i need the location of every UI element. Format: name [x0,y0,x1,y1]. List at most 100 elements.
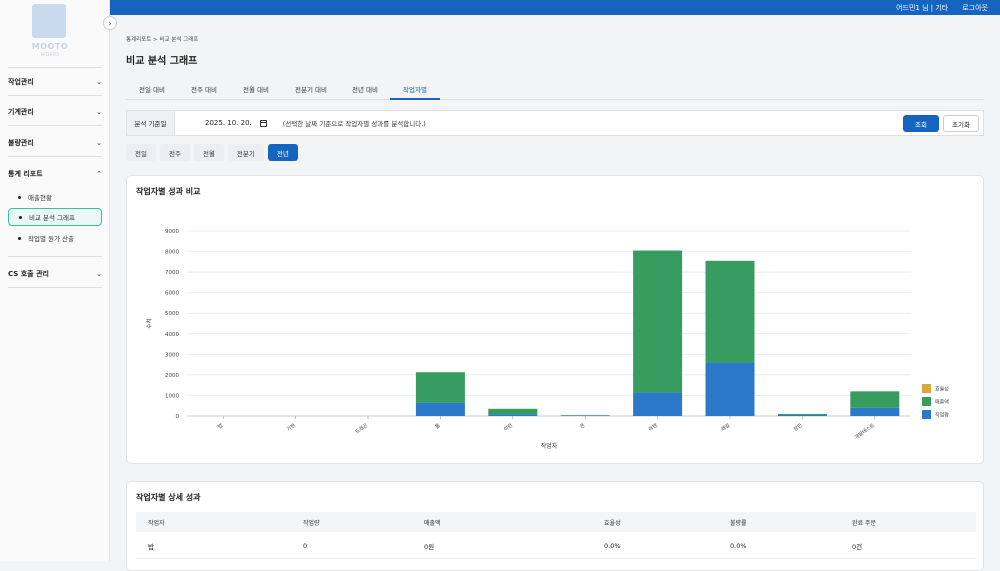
period-selector: 전일 전주 전월 전분기 전년 [126,144,298,161]
tab-prev-week[interactable]: 전주 대비 [178,78,230,100]
sidebar-item-work[interactable]: 작업관리 ⌄ [8,77,102,87]
bullet-icon [18,196,21,199]
sidebar-item-label: 작업관리 [8,77,34,87]
bullet-icon [19,216,22,219]
cell-sales: 0원 [424,533,434,558]
header-worker: 작업자 [148,512,165,532]
divider [8,287,102,288]
sidebar-item-label: 기계관리 [8,107,34,117]
bar-sales [488,409,537,415]
user-info: 어드민1 님 | 기타 [896,3,948,13]
y-tick-label: 7000 [165,270,179,276]
chevron-down-icon: ⌄ [96,270,102,278]
sidebar-subitem-label: 비교 분석 그래프 [29,212,75,222]
y-tick-label: 2000 [165,373,179,379]
tab-bar: 전일 대비 전주 대비 전월 대비 전분기 대비 전년 대비 작업자별 [126,78,984,100]
breadcrumb: 통계리포트 > 비교 분석 그래프 [126,35,198,43]
period-button-year[interactable]: 전년 [268,144,298,161]
bar-workload [416,403,465,416]
bullet-icon [18,237,21,240]
tab-prev-day[interactable]: 전일 대비 [126,78,178,100]
reset-button[interactable]: 초기화 [943,115,979,132]
sidebar-subitem-compare[interactable]: 비교 분석 그래프 [8,208,102,226]
legend-swatch [922,410,931,419]
date-value: 2025. 10. 20. [205,119,252,127]
header-workload: 작업량 [303,512,320,532]
logo-text: MOOTO [26,42,74,51]
cell-workload: 0 [303,533,307,558]
legend-label: 매출액 [935,399,949,406]
sidebar-subitem-label: 매출현황 [28,192,52,202]
legend-swatch [922,384,931,393]
chevron-right-icon: › [108,19,111,28]
stacked-bar-chart: 0100020003000400050006000700080009000수치밥… [127,176,985,465]
x-tick-label: 밥 [217,422,225,431]
divider [8,256,102,257]
y-tick-label: 1000 [165,393,179,399]
bar-workload [778,415,827,416]
calendar-icon[interactable] [260,120,267,127]
sidebar-toggle-button[interactable]: › [103,16,117,30]
filter-bar: 분석 기준일 2025. 10. 20. (선택한 날짜 기준으로 작업자별 성… [126,110,984,136]
header-sales: 매출액 [424,512,441,532]
sidebar-item-defect[interactable]: 불량관리 ⌄ [8,138,102,148]
y-tick-label: 9000 [165,229,179,235]
period-button-quarter[interactable]: 전분기 [228,144,264,161]
x-tick-label: 성민 [792,422,804,433]
search-button[interactable]: 조회 [903,115,939,132]
y-tick-label: 3000 [165,352,179,358]
sidebar: MOOTO WORKS 작업관리 ⌄ 기계관리 ⌄ 불량관리 ⌄ 통계 리포트 … [0,0,110,561]
logout-link[interactable]: 로그아웃 [962,3,988,13]
y-tick-label: 0 [176,414,180,420]
x-tick-label: 이런 [502,422,514,433]
logo-mark [32,4,66,38]
detail-card-title: 작업자별 상세 성과 [136,492,200,503]
sidebar-item-cs[interactable]: CS 호출 관리 ⌄ [8,269,102,279]
tab-prev-year[interactable]: 전년 대비 [340,78,390,100]
x-tick-label: 라텐 [647,422,659,433]
x-tick-label: 개발테스트 [853,422,876,441]
y-tick-label: 5000 [165,311,179,317]
period-button-week[interactable]: 전주 [160,144,190,161]
table-header: 작업자 작업량 매출액 효율성 불량률 완료 주문 [136,512,976,532]
divider [8,95,102,96]
header-completed-orders: 완료 주문 [852,512,876,532]
chevron-up-icon: ⌃ [96,170,102,178]
logo-subtext: WORKS [26,52,74,58]
x-tick-label: 기현 [285,422,297,433]
bar-workload [633,392,682,416]
sidebar-item-stats[interactable]: 통계 리포트 ⌃ [8,169,102,179]
table-row: 밥 0 0원 0.0% 0.0% 0건 [136,533,976,559]
bar-sales [416,372,465,402]
logo: MOOTO WORKS [26,4,74,60]
page-title: 비교 분석 그래프 [126,52,197,67]
x-tick-label: 드래곤 [354,422,370,436]
cell-defect-rate: 0.0% [730,533,747,558]
legend-label: 작업량 [935,412,949,419]
cell-worker: 밥 [148,533,154,558]
sidebar-subitem-sales[interactable]: 매출현황 [8,188,102,206]
top-bar: 어드민1 님 | 기타 로그아웃 [110,0,1000,15]
sidebar-subitem-cost[interactable]: 작업별 원가 산출 [8,229,102,247]
date-input[interactable]: 2025. 10. 20. [205,119,267,127]
sidebar-subitem-label: 작업별 원가 산출 [28,233,74,243]
header-defect-rate: 불량률 [730,512,747,532]
period-button-month[interactable]: 전월 [194,144,224,161]
header-efficiency: 효율성 [604,512,621,532]
tab-prev-quarter[interactable]: 전분기 대비 [282,78,340,100]
tab-by-worker[interactable]: 작업자별 [390,78,440,100]
bar-sales [850,391,899,407]
sidebar-item-label: 통계 리포트 [8,169,43,179]
bar-sales [778,414,827,415]
tab-prev-month[interactable]: 전월 대비 [230,78,282,100]
chevron-down-icon: ⌄ [96,78,102,86]
bar-workload [850,408,899,416]
divider [8,125,102,126]
filter-hint: (선택한 날짜 기준으로 작업자별 성과를 분석합니다.) [283,118,426,128]
bar-workload [706,363,755,416]
bar-sales [633,251,682,393]
sidebar-item-machine[interactable]: 기계관리 ⌄ [8,107,102,117]
cell-completed-orders: 0건 [852,533,862,558]
period-button-day[interactable]: 전일 [126,144,156,161]
